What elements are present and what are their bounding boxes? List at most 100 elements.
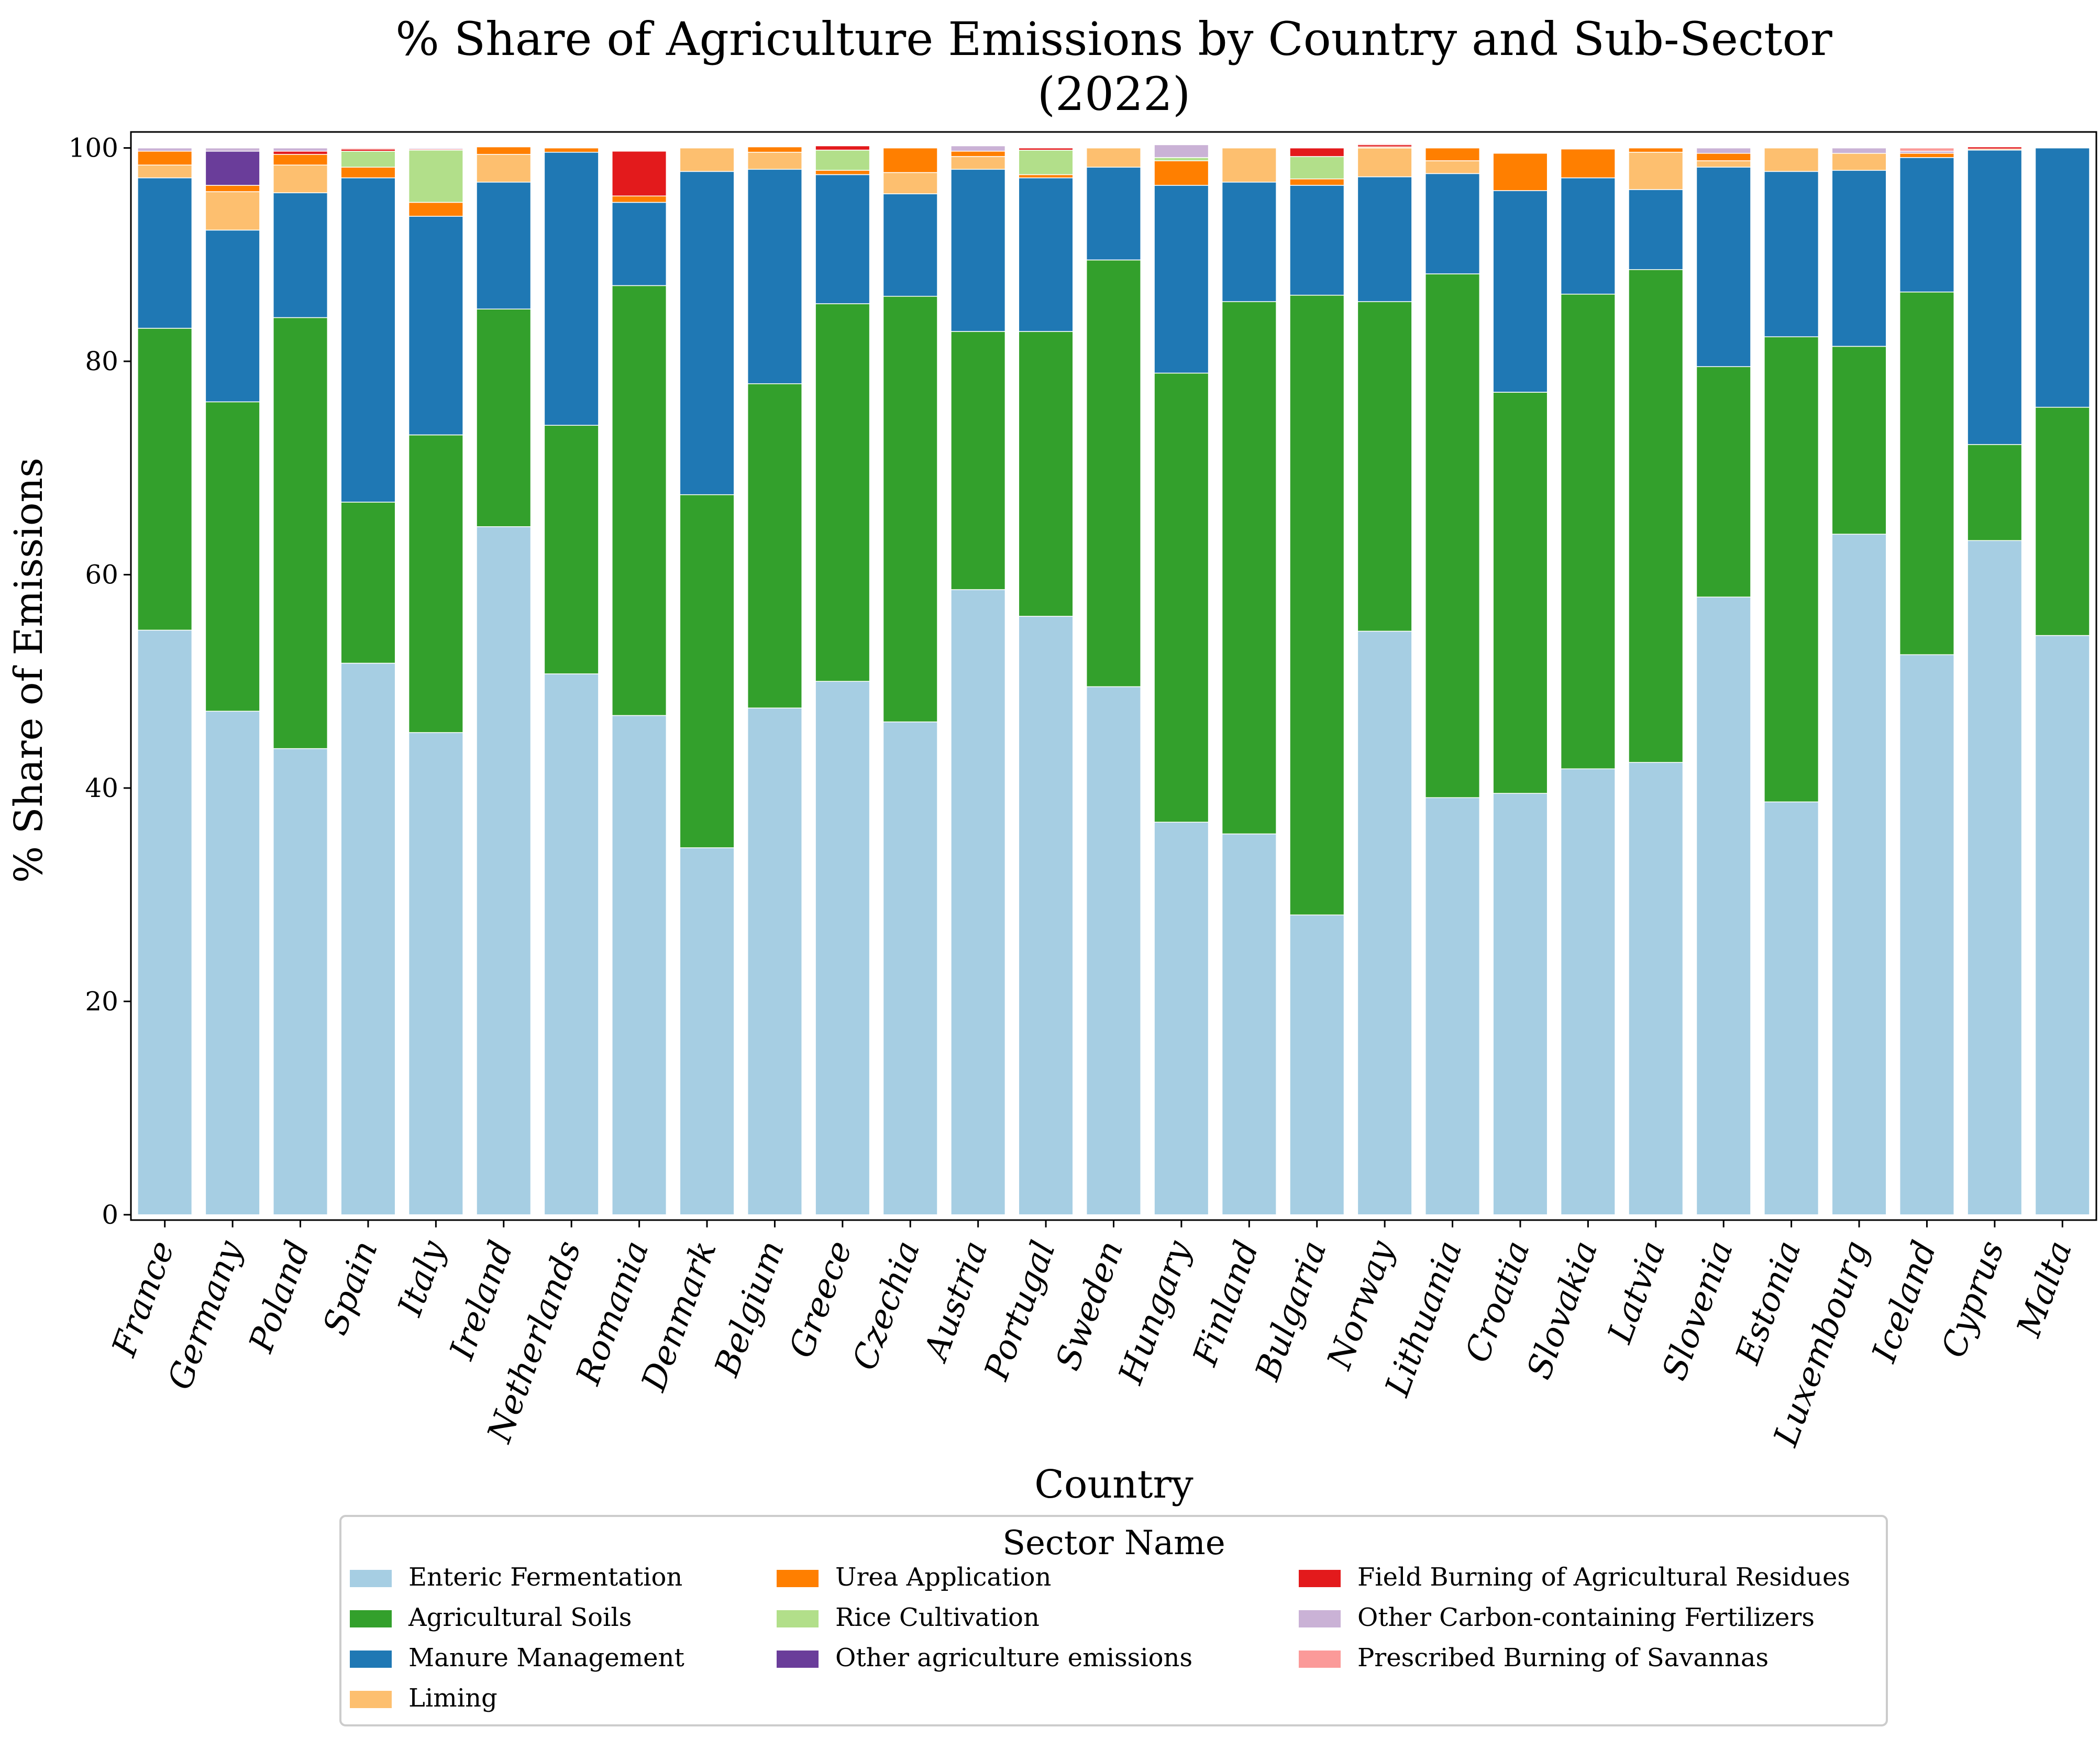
legend-swatch: [777, 1570, 819, 1587]
bar-segment-romania-1: [612, 285, 667, 716]
bar-segment-france-4: [137, 150, 193, 165]
plot-frame: [130, 131, 2097, 1221]
bar-segment-italy-1: [408, 434, 463, 733]
bar-segment-slovenia-2: [1696, 167, 1751, 367]
bar-segment-romania-4: [612, 195, 667, 203]
bar-segment-greece-5: [815, 149, 870, 171]
legend: Sector Name Enteric Fermentation Agricult…: [339, 1515, 1888, 1726]
bar-segment-iceland-2: [1899, 157, 1954, 293]
y-tick-label: 40: [85, 773, 118, 803]
x-tick-label: Cyprus: [1934, 1236, 2011, 1363]
bar-segment-spain-5: [340, 150, 396, 168]
bar-segment-portugal-4: [1018, 174, 1074, 179]
bar-segment-ireland-3: [476, 154, 532, 183]
legend-label: Enteric Fermentation: [408, 1563, 682, 1592]
legend-swatch: [1299, 1651, 1341, 1668]
x-tick-label: France: [105, 1236, 182, 1362]
bar-segment-portugal-7: [1018, 147, 1074, 151]
bar-segment-latvia-1: [1628, 269, 1684, 763]
bar-segment-czechia-2: [882, 193, 938, 297]
bar-segment-lithuania-3: [1425, 160, 1480, 174]
bar-segment-greece-7: [815, 145, 870, 151]
bar-segment-hungary-1: [1154, 372, 1209, 823]
x-tick-label: Iceland: [1865, 1236, 1944, 1368]
x-axis-label: Country: [1034, 1462, 1193, 1507]
y-tick-label: 20: [85, 986, 118, 1016]
bar-segment-croatia-2: [1493, 190, 1548, 393]
bar-segment-spain-1: [340, 502, 396, 664]
bar-segment-portugal-0: [1018, 616, 1074, 1215]
bar-segment-czechia-3: [882, 172, 938, 194]
legend-label: Other Carbon-containing Fertilizers: [1357, 1603, 1815, 1632]
bar-segment-bulgaria-1: [1289, 294, 1345, 916]
bar-segment-hungary-2: [1154, 185, 1209, 374]
x-tick-label: Finland: [1186, 1236, 1266, 1371]
bar-segment-luxembourg-1: [1831, 346, 1887, 535]
bar-segment-iceland-0: [1899, 654, 1954, 1215]
x-tick-label: Austria: [916, 1236, 996, 1367]
bar-segment-poland-1: [273, 317, 328, 749]
bar-segment-austria-3: [950, 156, 1006, 170]
legend-label: Rice Cultivation: [835, 1603, 1040, 1632]
bar-segment-spain-0: [340, 662, 396, 1215]
bar-segment-germany-1: [205, 401, 260, 712]
bar-segment-slovenia-4: [1696, 152, 1751, 161]
bar-segment-norway-2: [1357, 176, 1412, 302]
bar-segment-france-3: [137, 164, 193, 179]
bar-segment-ireland-0: [476, 526, 532, 1215]
bar-segment-germany-4: [205, 185, 260, 192]
bar-segment-netherlands-4: [544, 147, 599, 153]
bar-segment-france-2: [137, 177, 193, 329]
bar-segment-slovakia-4: [1560, 148, 1616, 179]
bar-segment-ireland-2: [476, 182, 532, 309]
bar-segment-croatia-1: [1493, 392, 1548, 794]
bar-segment-greece-4: [815, 170, 870, 175]
bar-segment-hungary-5: [1154, 157, 1209, 161]
bar-segment-cyprus-7: [1967, 146, 2022, 150]
legend-label: Field Burning of Agricultural Residues: [1357, 1563, 1850, 1592]
legend-title: Sector Name: [1002, 1524, 1225, 1563]
bar-segment-norway-1: [1357, 301, 1412, 632]
y-tick-label: 0: [102, 1200, 118, 1230]
bar-segment-norway-9: [1357, 143, 1412, 146]
x-tick-label: Croatia: [1458, 1236, 1538, 1367]
bar-segment-malta-2: [2035, 147, 2090, 408]
legend-label: Other agriculture emissions: [835, 1643, 1192, 1672]
bar-segment-lithuania-1: [1425, 273, 1480, 799]
bar-segment-luxembourg-2: [1831, 170, 1887, 347]
bar-segment-portugal-2: [1018, 177, 1074, 332]
bar-segment-czechia-1: [882, 295, 938, 723]
x-tick-label: Sweden: [1048, 1236, 1131, 1375]
legend-swatch: [350, 1691, 392, 1708]
bar-segment-france-1: [137, 328, 193, 631]
bar-segment-greece-1: [815, 303, 870, 682]
bar-segment-germany-8: [205, 147, 260, 152]
bar-segment-poland-7: [273, 150, 328, 155]
bar-segment-latvia-2: [1628, 189, 1684, 270]
x-tick-label: Greece: [782, 1236, 860, 1363]
bar-segment-luxembourg-8: [1831, 147, 1887, 154]
bar-segment-iceland-9: [1899, 147, 1954, 152]
bar-segment-portugal-5: [1018, 149, 1074, 175]
bar-segment-sweden-2: [1086, 167, 1141, 261]
bar-segment-belgium-0: [747, 707, 802, 1215]
bar-segment-sweden-3: [1086, 147, 1141, 168]
bar-segment-austria-8: [950, 145, 1006, 152]
bar-segment-poland-2: [273, 192, 328, 318]
bar-segment-italy-0: [408, 732, 463, 1215]
bar-segment-romania-2: [612, 202, 667, 286]
bar-segment-spain-2: [340, 177, 396, 503]
bar-segment-cyprus-0: [1967, 540, 2022, 1215]
bar-segment-denmark-3: [679, 147, 735, 172]
bar-segment-estonia-1: [1764, 336, 1819, 803]
bars-layer: [137, 143, 2090, 1215]
bar-segment-finland-2: [1221, 182, 1277, 302]
bar-segment-germany-2: [205, 229, 260, 403]
legend-label: Agricultural Soils: [408, 1603, 632, 1632]
bar-segment-lithuania-0: [1425, 797, 1480, 1215]
bar-segment-bulgaria-0: [1289, 914, 1345, 1215]
legend-swatch: [1299, 1570, 1341, 1587]
bar-segment-poland-8: [273, 147, 328, 152]
